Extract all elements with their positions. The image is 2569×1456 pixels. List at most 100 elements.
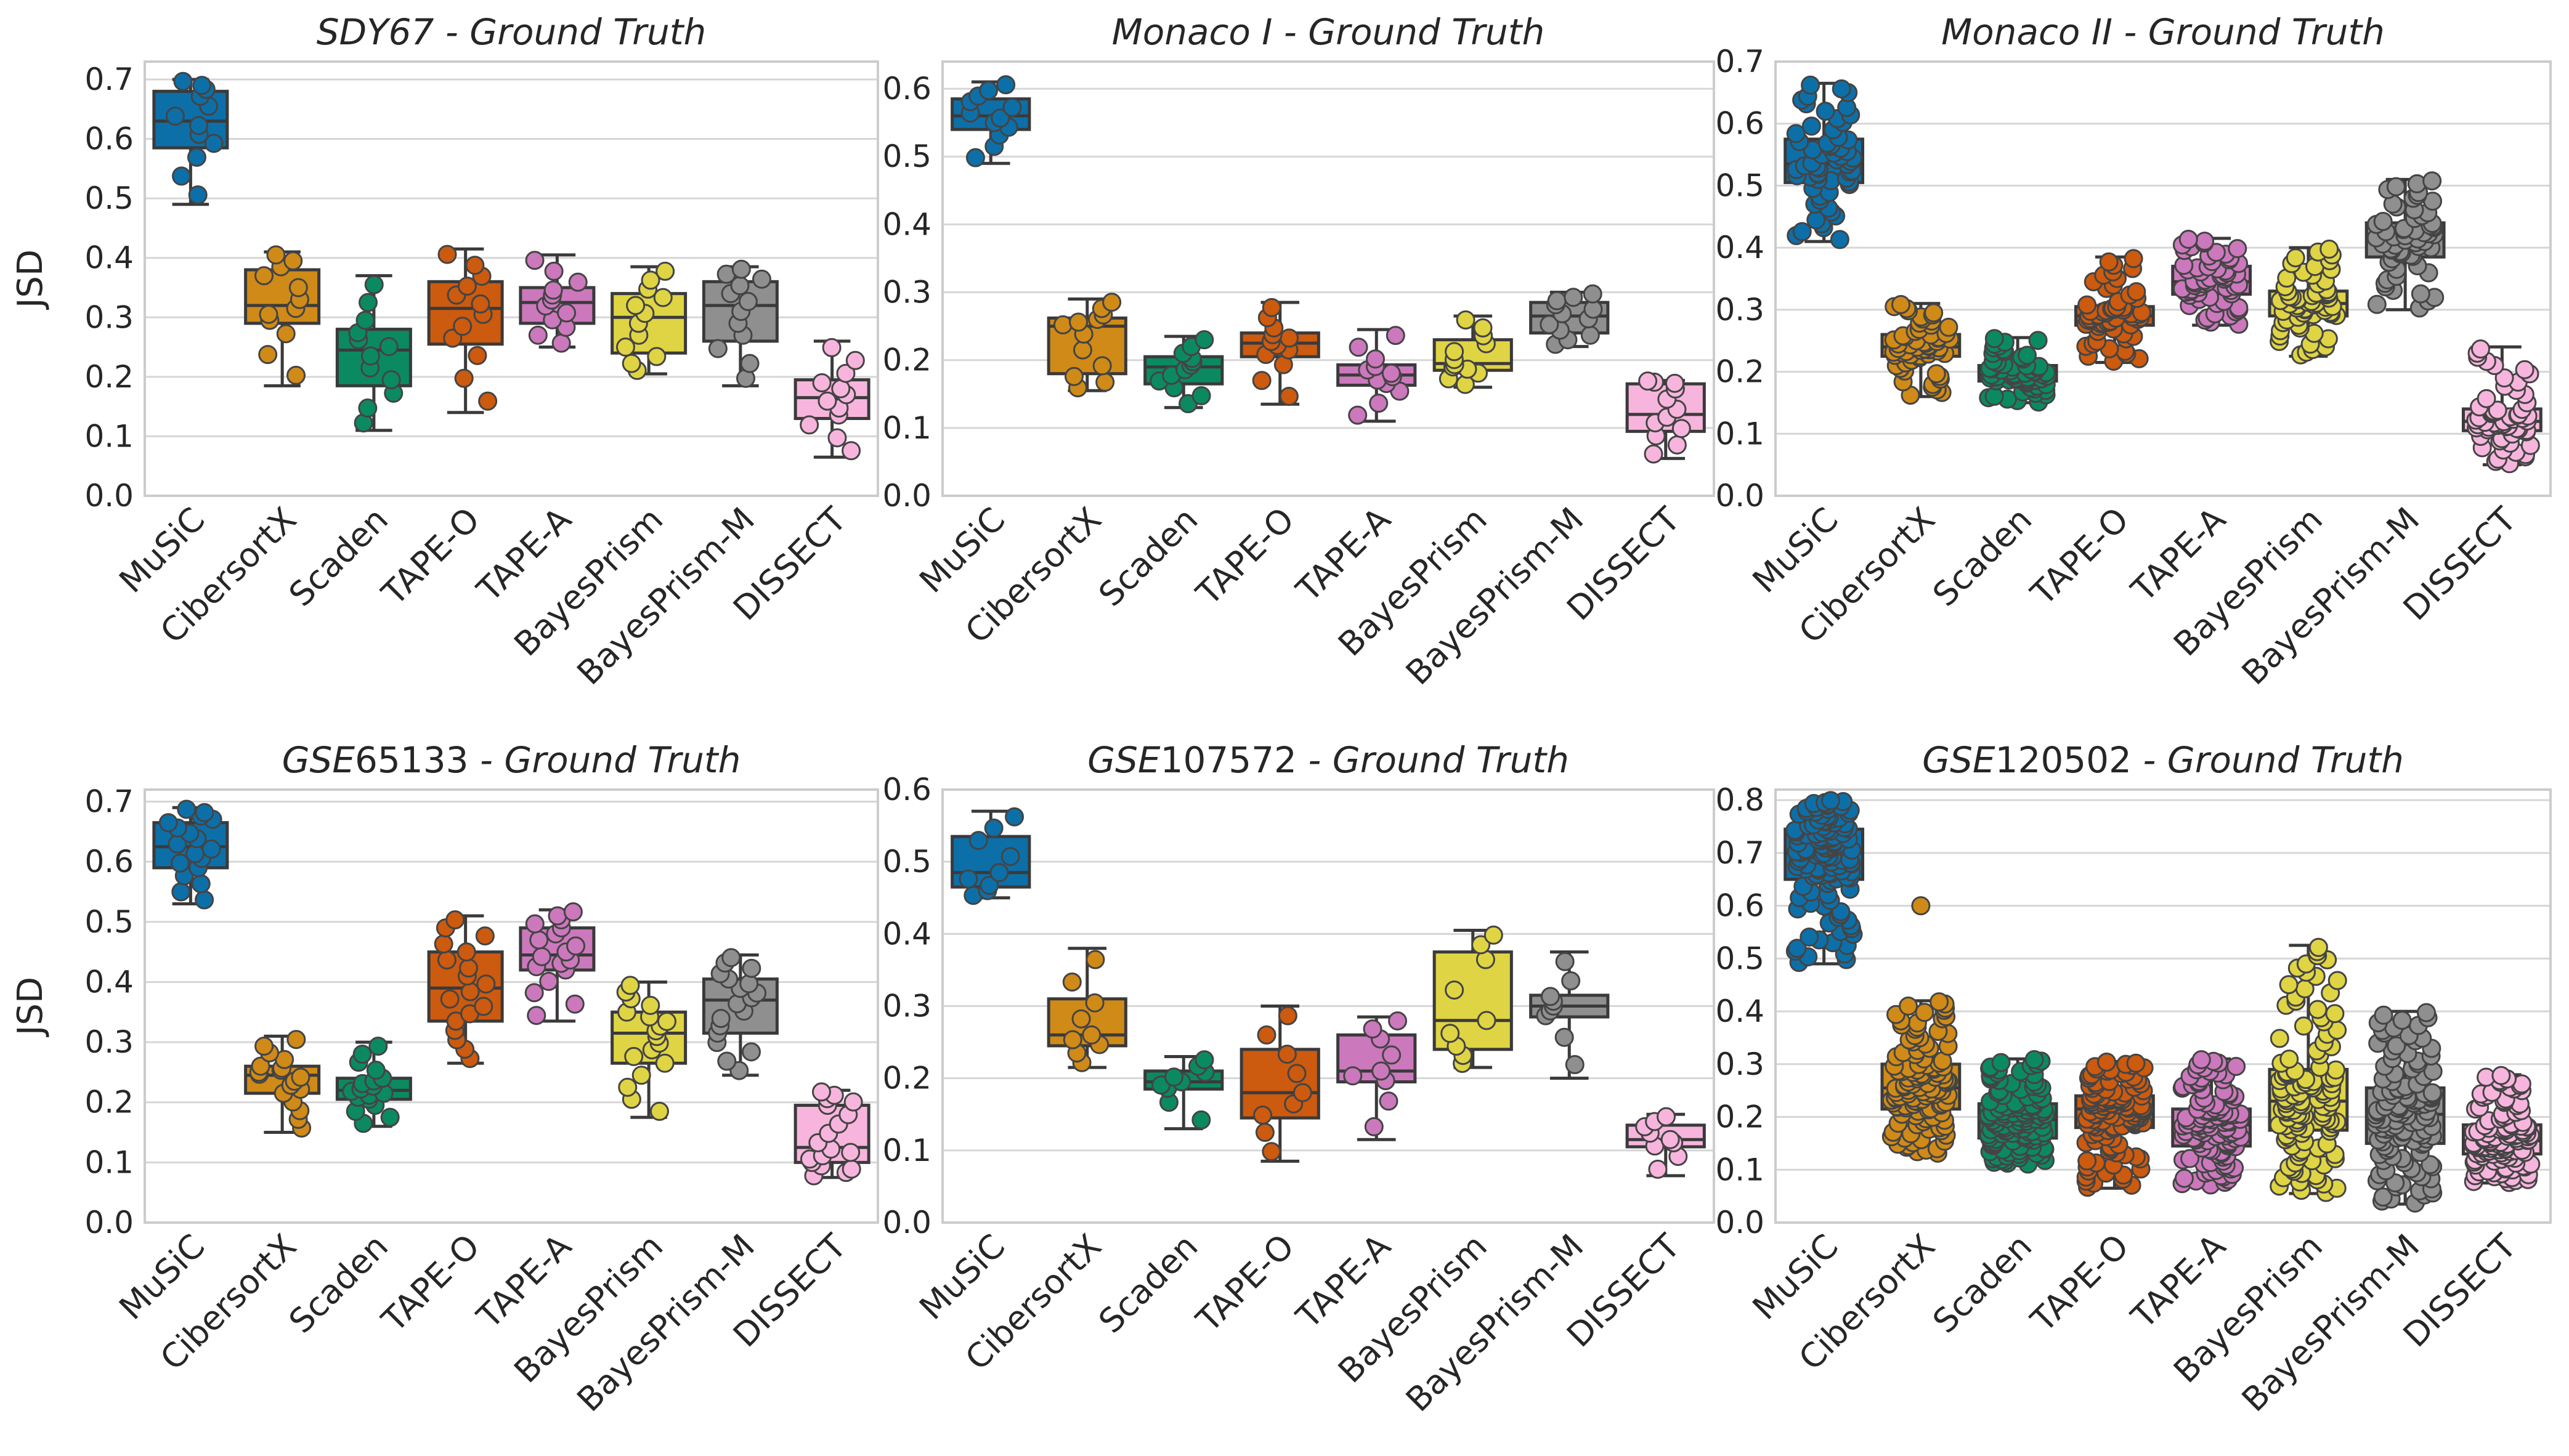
data-point (1638, 371, 1658, 391)
x-tick-label: Scaden (282, 1227, 396, 1341)
data-point (731, 259, 751, 279)
data-point (2416, 1003, 2436, 1022)
x-tick-label: Scaden (1925, 500, 2039, 614)
data-point (195, 890, 214, 910)
data-point (360, 346, 380, 366)
data-point (1801, 75, 1820, 95)
data-point (258, 345, 278, 365)
y-tick-label: 0.3 (1715, 1046, 1764, 1082)
data-point (352, 1045, 372, 1064)
data-point (615, 338, 635, 357)
data-point (2328, 971, 2347, 990)
data-point (1540, 315, 1559, 334)
y-tick-label: 0.2 (1715, 1099, 1764, 1135)
plot-frame (1774, 60, 2552, 497)
data-point (980, 876, 999, 896)
data-point (2515, 360, 2535, 379)
data-point (366, 1061, 386, 1080)
data-point (2392, 1011, 2412, 1030)
data-point (2174, 1168, 2194, 1188)
y-tick-label: 0.5 (84, 180, 134, 216)
data-point (457, 277, 477, 296)
data-point (1348, 405, 1368, 425)
data-point (836, 363, 856, 383)
data-point (1554, 1027, 1574, 1047)
data-point (2180, 1149, 2200, 1168)
box-music (951, 807, 1031, 905)
data-point (1369, 394, 1389, 413)
plot-frame (1774, 788, 2552, 1224)
y-axis-label: JSD (10, 977, 51, 1037)
data-point (2017, 346, 2037, 365)
data-point (842, 1159, 861, 1179)
data-point (524, 983, 544, 1003)
box-music (152, 71, 229, 206)
data-point (2191, 1050, 2211, 1070)
data-point (1926, 364, 1946, 384)
data-point (276, 324, 296, 344)
data-point (543, 280, 563, 300)
box-dissect (2461, 1066, 2543, 1192)
data-point (1349, 338, 1368, 357)
data-point (1473, 318, 1493, 338)
y-tick-label: 0.0 (1715, 1205, 1764, 1240)
data-point (454, 368, 474, 388)
data-point (1483, 925, 1503, 945)
data-point (557, 303, 577, 323)
y-tick-label: 0.1 (1715, 416, 1764, 451)
panel-title: Monaco I - Ground Truth (1112, 11, 1545, 53)
data-point (708, 339, 728, 358)
y-tick-label: 0.5 (1715, 168, 1764, 203)
panel-title: GSE107572 - Ground Truth (1087, 739, 1569, 781)
x-tick-label: TAPE-O (1188, 1227, 1302, 1340)
data-point (171, 882, 191, 902)
box-bayesprism (2268, 239, 2349, 365)
plot-frame (941, 788, 1715, 1224)
box-bayesprism (611, 261, 688, 380)
y-tick-label: 0.3 (1715, 292, 1764, 328)
data-point (1471, 935, 1491, 955)
data-point (288, 278, 308, 297)
data-point (811, 1082, 831, 1102)
data-point (2279, 975, 2299, 995)
data-point (460, 982, 480, 1001)
y-tick-label: 0.0 (84, 478, 134, 514)
y-tick-label: 0.0 (84, 1205, 134, 1240)
data-point (468, 346, 487, 365)
y-tick-label: 0.5 (882, 844, 931, 880)
box-cibersortx (244, 245, 321, 387)
data-point (1195, 1050, 1214, 1070)
y-tick-label: 0.7 (1715, 44, 1764, 79)
box-tape-a (519, 251, 596, 353)
data-point (568, 272, 588, 292)
box-scaden (1143, 330, 1224, 413)
data-point (738, 292, 758, 312)
data-point (622, 354, 641, 373)
data-point (991, 108, 1010, 128)
data-point (364, 275, 384, 294)
box-tape-o (427, 910, 504, 1069)
data-point (1440, 1024, 1460, 1043)
y-tick-label: 0.7 (84, 784, 134, 820)
data-point (474, 997, 493, 1016)
data-point (286, 365, 306, 385)
data-point (1064, 366, 1084, 386)
data-point (1343, 1066, 1363, 1086)
data-point (539, 971, 559, 991)
x-tick-label: BayesPrism-M (1398, 1227, 1591, 1420)
data-point (1939, 317, 1958, 337)
y-tick-label: 0.1 (882, 1133, 931, 1168)
data-point (641, 270, 660, 290)
data-point (2386, 177, 2406, 196)
data-point (434, 934, 453, 954)
data-point (2286, 248, 2305, 268)
x-tick-label: TAPE-O (2023, 1227, 2137, 1340)
box-tape-o (2074, 1052, 2155, 1197)
data-point (527, 1006, 546, 1025)
chart-panel-3: 0.0 0.1 0.2 0.3 0.4 0.5 0.6 0.7 Monaco II - Grou… (1715, 11, 2552, 692)
data-point (204, 134, 224, 153)
y-tick-label: 0.4 (1715, 993, 1764, 1029)
chart-panel-2: 0.0 0.1 0.2 0.3 0.4 0.5 0.6 Monaco I - Ground T… (882, 11, 1715, 692)
data-point (1382, 1045, 1402, 1065)
